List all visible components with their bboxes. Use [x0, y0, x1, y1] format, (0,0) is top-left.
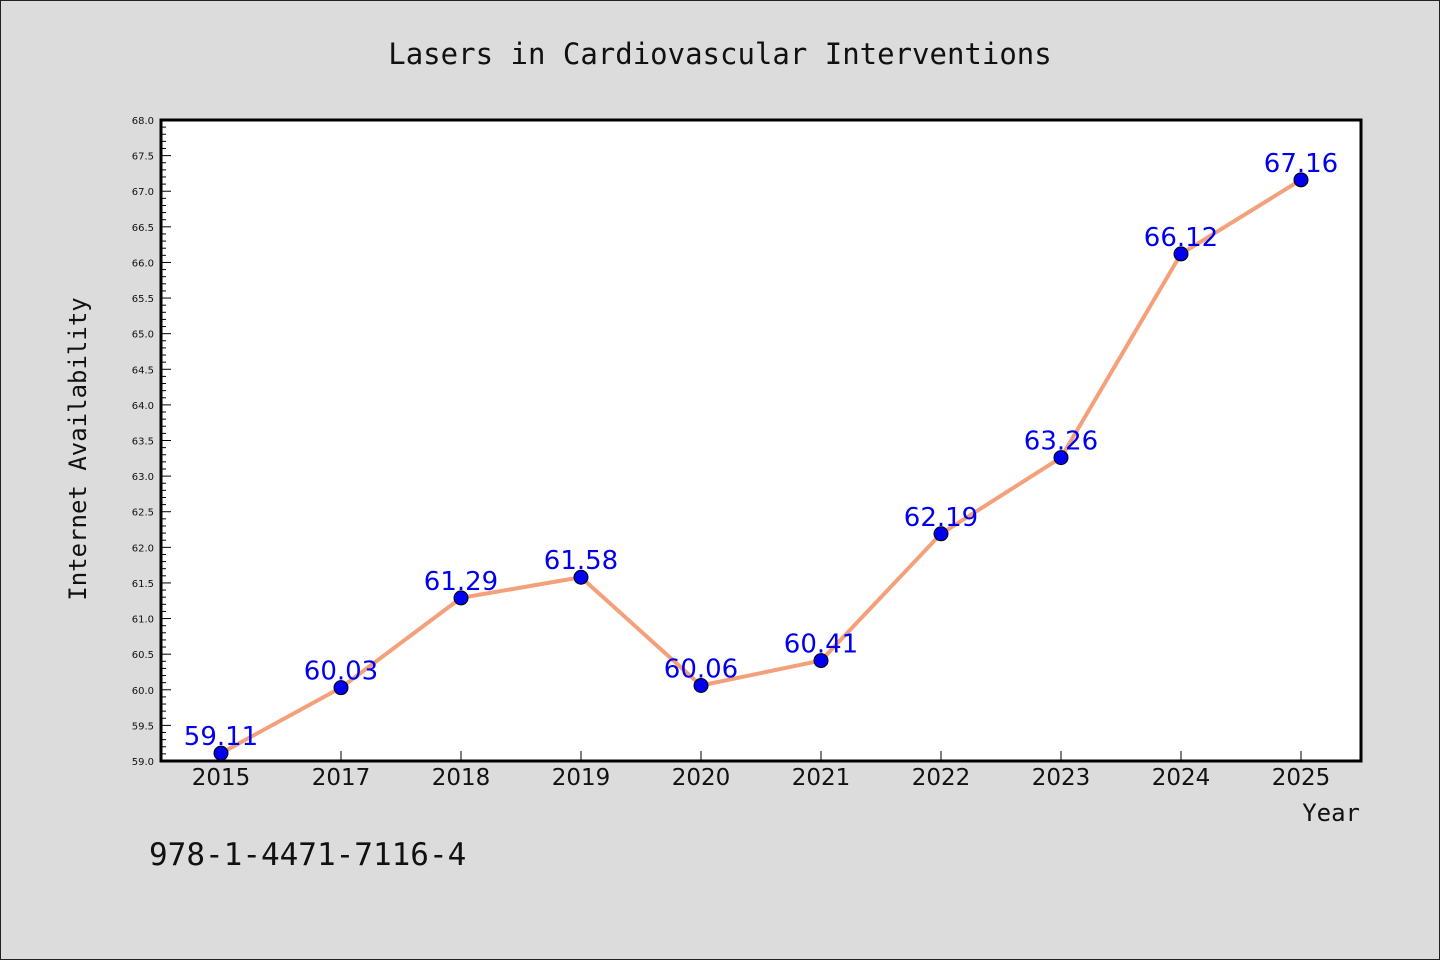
data-label: 60.41	[784, 630, 858, 660]
data-label: 63.26	[1024, 427, 1098, 457]
x-axis-title: Year	[1302, 799, 1360, 827]
series-line	[219, 177, 1303, 756]
x-tick-label: 2021	[792, 765, 851, 791]
data-point	[573, 569, 589, 585]
y-tick-label: 60.5	[132, 650, 154, 661]
data-label: 59.11	[184, 722, 258, 752]
y-tick-label: 59.5	[132, 721, 154, 732]
y-tick-label: 68.0	[132, 116, 154, 127]
y-tick-label: 63.5	[132, 437, 154, 448]
y-tick-label: 67.5	[132, 152, 154, 163]
data-point	[333, 680, 349, 696]
x-tick-label: 2017	[312, 765, 371, 791]
x-tick-label: 2015	[192, 765, 251, 791]
data-point	[453, 590, 469, 606]
x-tick-label: 2024	[1152, 765, 1211, 791]
y-tick-label: 65.0	[132, 330, 154, 341]
x-tick-label: 2019	[552, 765, 611, 791]
data-label: 60.06	[664, 655, 738, 685]
data-label-layer: 59.11 60.03 61.29 61.58 60.06 60.41 62.19 63.26…	[184, 149, 1338, 752]
data-label: 67.16	[1264, 149, 1338, 179]
x-tick-label: 2025	[1272, 765, 1331, 791]
y-axis: 59.0 59.5 60.0 60.5 61.0 61.5 62.0 62.5 63.0 63.5…	[132, 116, 171, 768]
y-tick-label: 62.0	[132, 543, 154, 554]
data-point	[1293, 172, 1309, 188]
data-point	[1173, 246, 1189, 262]
data-label: 66.12	[1144, 223, 1218, 253]
x-tick-label: 2022	[912, 765, 971, 791]
data-point	[1053, 450, 1069, 466]
y-axis-title: Internet Availability	[64, 297, 92, 600]
chart-title: Lasers in Cardiovascular Interventions	[388, 37, 1051, 71]
x-tick-label: 2018	[432, 765, 491, 791]
y-tick-label: 61.0	[132, 615, 154, 626]
data-point	[933, 526, 949, 542]
y-tick-label: 65.5	[132, 294, 154, 305]
y-tick-label: 66.0	[132, 258, 154, 269]
data-label: 61.58	[544, 546, 618, 576]
data-label: 60.03	[304, 657, 378, 687]
data-point	[813, 653, 829, 669]
y-tick-label: 62.5	[132, 508, 154, 519]
data-label: 61.29	[424, 567, 498, 597]
x-axis: 2015 2017 2018 2019 2020 2021 2022 2023 2024 2025	[192, 751, 1331, 791]
series-layer	[213, 172, 1309, 761]
y-tick-label: 66.5	[132, 223, 154, 234]
footer-code: 978-1-4471-7116-4	[149, 837, 466, 873]
y-tick-label: 67.0	[132, 187, 154, 198]
y-tick-label: 61.5	[132, 579, 154, 590]
y-tick-label: 63.0	[132, 472, 154, 483]
data-label: 62.19	[904, 503, 978, 533]
data-point	[213, 745, 229, 761]
y-tick-label: 59.0	[132, 757, 154, 768]
y-tick-label: 64.0	[132, 401, 154, 412]
x-tick-label: 2023	[1032, 765, 1091, 791]
plot-area	[159, 118, 1363, 763]
y-tick-label: 64.5	[132, 365, 154, 376]
y-tick-label: 60.0	[132, 686, 154, 697]
x-tick-label: 2020	[672, 765, 731, 791]
data-point	[693, 678, 709, 694]
